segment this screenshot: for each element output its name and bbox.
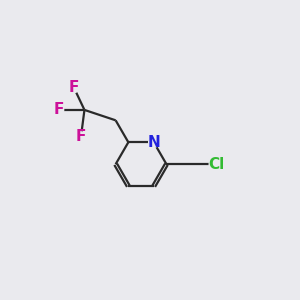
- Text: Cl: Cl: [208, 157, 224, 172]
- Circle shape: [76, 132, 85, 141]
- Circle shape: [69, 83, 79, 93]
- Circle shape: [54, 105, 64, 115]
- Text: N: N: [147, 135, 160, 150]
- Text: F: F: [76, 129, 86, 144]
- Circle shape: [149, 137, 159, 147]
- Circle shape: [209, 157, 223, 171]
- Text: F: F: [69, 80, 79, 95]
- Text: F: F: [54, 102, 64, 117]
